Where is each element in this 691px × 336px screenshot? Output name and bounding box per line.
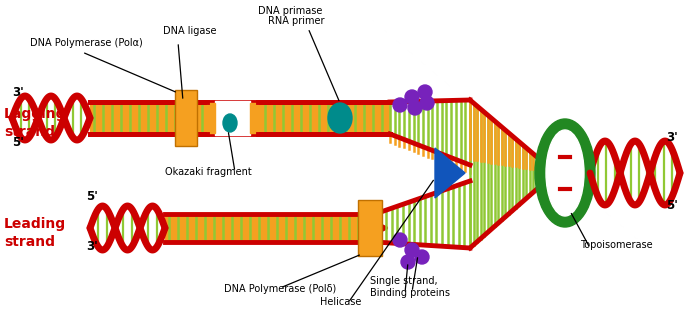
Circle shape: [393, 233, 407, 247]
Text: RNA primer: RNA primer: [268, 16, 325, 26]
Circle shape: [420, 96, 434, 110]
Text: DNA primase: DNA primase: [258, 6, 323, 16]
Circle shape: [405, 243, 419, 257]
Polygon shape: [435, 148, 465, 198]
Bar: [207, 103, 215, 133]
Circle shape: [405, 90, 419, 104]
Ellipse shape: [535, 119, 595, 227]
Circle shape: [408, 101, 422, 115]
Text: 5': 5': [666, 199, 678, 212]
Bar: [358, 200, 382, 256]
Text: Topoisomerase: Topoisomerase: [580, 240, 652, 250]
Text: 5': 5': [86, 190, 98, 203]
Text: Helicase: Helicase: [320, 297, 361, 307]
Text: 5': 5': [12, 136, 24, 149]
Circle shape: [418, 85, 432, 99]
Text: 3': 3': [86, 240, 98, 253]
Text: Lagging
strand: Lagging strand: [4, 107, 66, 139]
Text: 3': 3': [666, 131, 678, 144]
Text: Single strand,
Binding proteins: Single strand, Binding proteins: [370, 277, 450, 298]
Bar: [165, 214, 375, 242]
Text: DNA Polymerase (Polα): DNA Polymerase (Polα): [30, 38, 143, 48]
Text: Okazaki fragment: Okazaki fragment: [165, 167, 252, 177]
Circle shape: [415, 250, 429, 264]
Text: 3': 3': [12, 86, 24, 99]
Circle shape: [393, 98, 407, 112]
Circle shape: [401, 255, 415, 269]
Bar: [250, 103, 258, 133]
Ellipse shape: [328, 103, 352, 133]
Text: Leading
strand: Leading strand: [4, 217, 66, 249]
Text: DNA ligase: DNA ligase: [163, 26, 216, 36]
Ellipse shape: [546, 130, 584, 216]
Text: DNA Polymerase (Polδ): DNA Polymerase (Polδ): [224, 284, 337, 294]
Ellipse shape: [223, 114, 237, 132]
Bar: [175, 90, 197, 146]
Bar: [90, 102, 390, 134]
